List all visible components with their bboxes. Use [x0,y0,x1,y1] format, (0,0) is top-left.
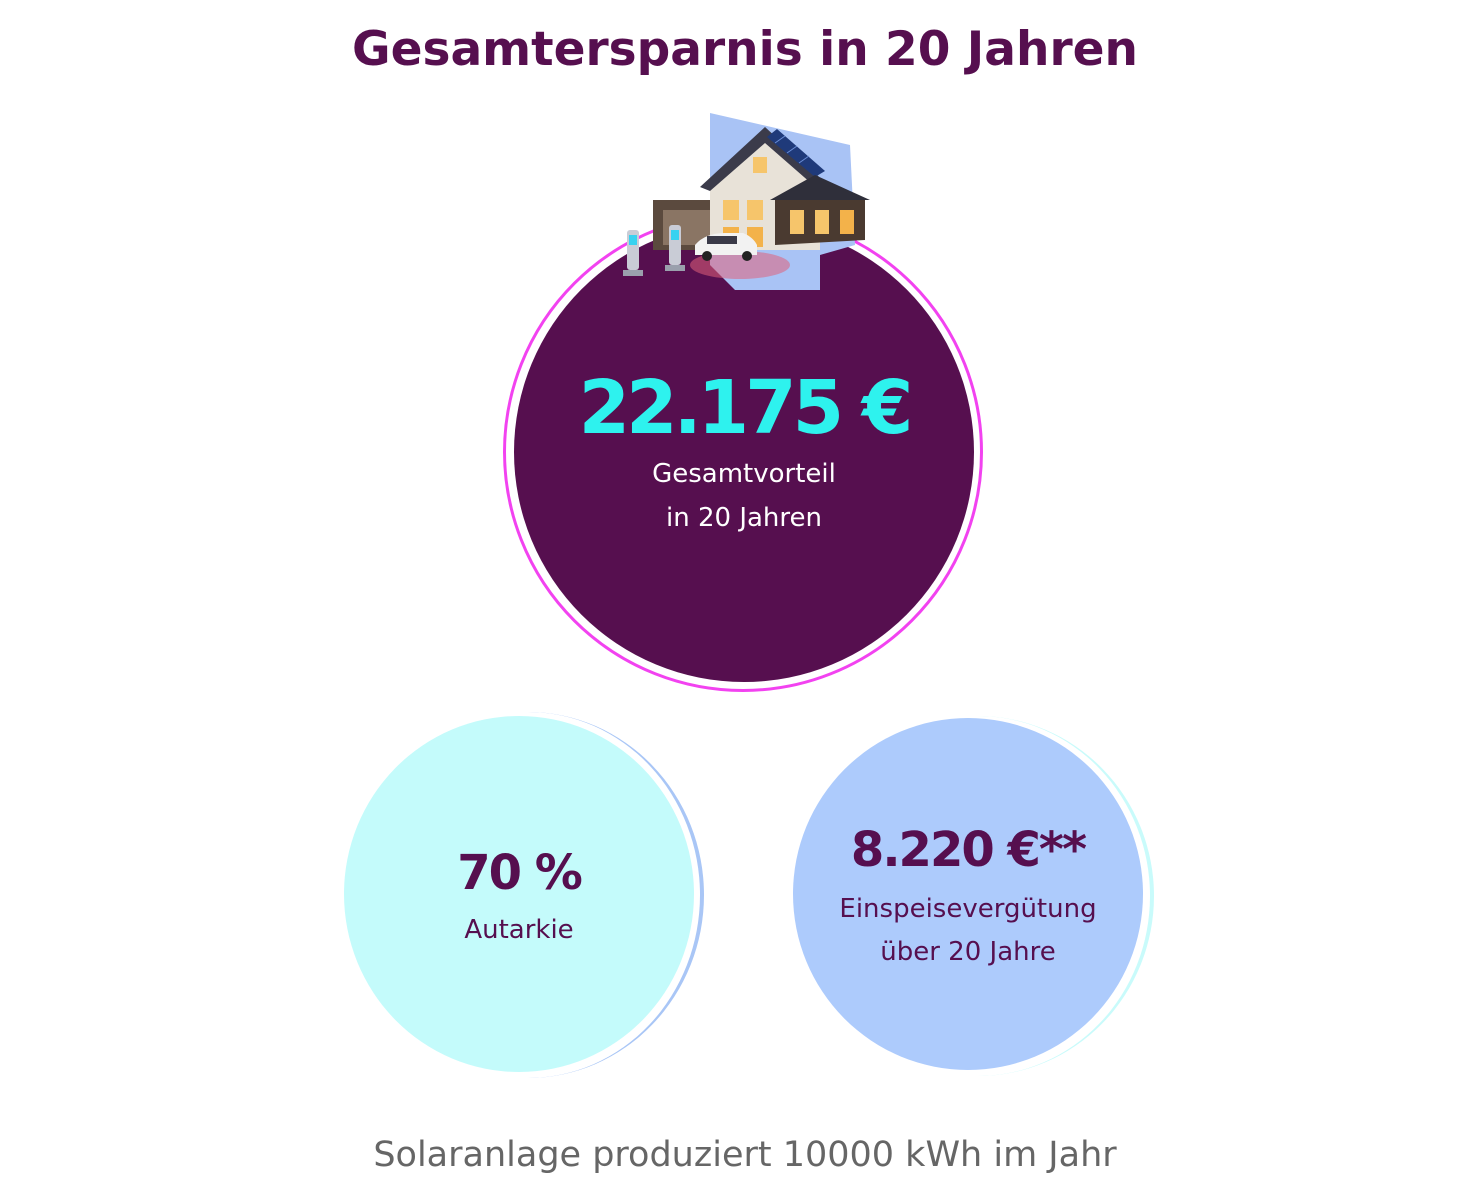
house-illustration [623,113,870,290]
einspeise-label-line2: über 20 Jahre [880,937,1056,967]
total-savings-label: Gesamtvorteil in 20 Jahren [514,452,974,540]
autarkie-label: Autarkie [464,915,574,945]
production-footer: Solaranlage produziert 10000 kWh im Jahr [373,1135,1117,1175]
autarkie-circle-shadow [352,712,704,1078]
einspeise-circle-shadow [802,716,1154,1076]
autarkie-circle [344,716,694,1072]
total-savings-label-line1: Gesamtvorteil [652,459,836,489]
autarkie-value: 70 % [457,845,583,901]
einspeise-circle [793,718,1143,1070]
main-stat-circle [514,222,974,682]
einspeise-value: 8.220 €** [850,822,1087,878]
einspeise-label-line1: Einspeisevergütung [839,894,1097,924]
page-title: Gesamtersparnis in 20 Jahren [352,22,1138,77]
einspeise-label: Einspeisevergütung über 20 Jahre [793,888,1143,974]
total-savings-label-line2: in 20 Jahren [666,503,822,533]
total-savings-value: 22.175 € [578,365,914,451]
